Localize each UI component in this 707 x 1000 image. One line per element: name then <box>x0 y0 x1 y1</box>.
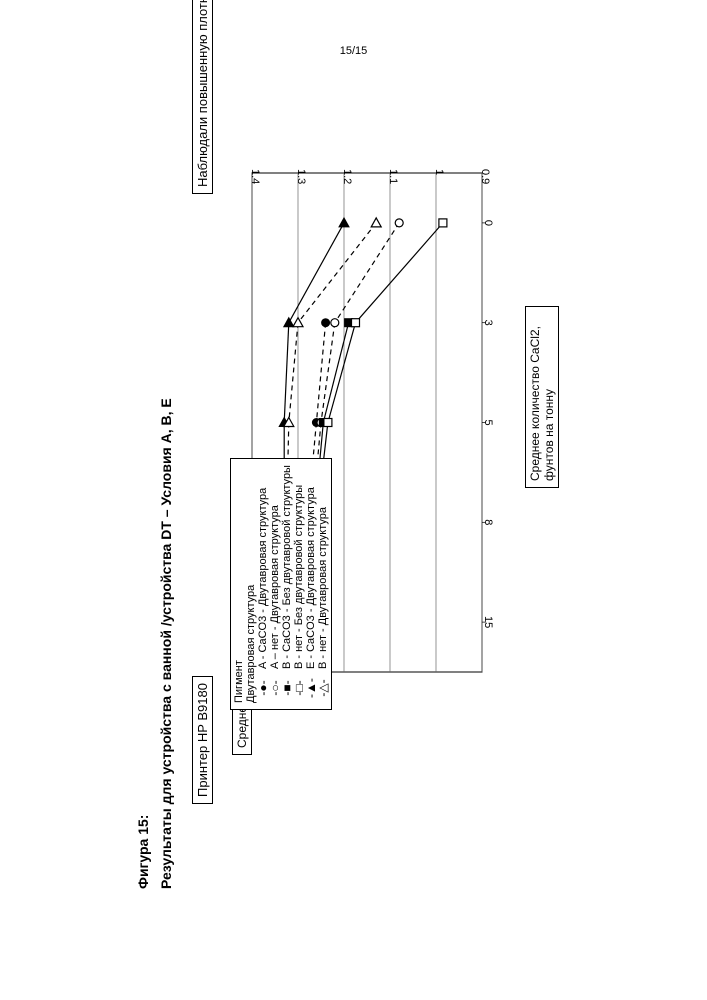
legend-label: E - CaCO3 - Двутавровая структура <box>305 487 317 669</box>
printer-label: Принтер HP B9180 <box>192 676 213 804</box>
printer-box: Принтер HP B9180 <box>192 676 213 804</box>
svg-text:1.1: 1.1 <box>387 169 399 184</box>
svg-text:1: 1 <box>433 169 445 175</box>
legend-row: -○-A – нет - Двутавровая структура <box>269 463 281 705</box>
legend-row: -■-B - CaCO3 - Без двутавровой структуры <box>281 463 293 705</box>
legend-label: B - нет - Без двутавровой структуры <box>293 485 305 669</box>
legend-row: -□-B - нет - Без двутавровой структуры <box>293 463 305 705</box>
legend-label: B - CaCO3 - Без двутавровой структуры <box>281 465 293 669</box>
legend-header: Двутавровая структура <box>245 463 257 705</box>
legend-box: ПигментДвутавровая структура-●-A - CaCO3… <box>230 458 332 710</box>
x-axis-label: Среднее количество CaCl2, фунтов на тонн… <box>525 306 559 488</box>
observation-label: Наблюдали повышенную плотность краски <box>192 0 213 194</box>
observation-box: Наблюдали повышенную плотность краски <box>192 0 213 194</box>
figure-title: Результаты для устройства с ванной /устр… <box>158 398 174 889</box>
x-axis-label-box: Среднее количество CaCl2, фунтов на тонн… <box>525 306 559 488</box>
figure-label: Фигура 15: <box>135 815 151 889</box>
legend-row: -▲-E - CaCO3 - Двутавровая структура <box>305 463 317 705</box>
legend-row: -●-A - CaCO3 - Двутавровая структура <box>257 463 269 705</box>
svg-text:1.3: 1.3 <box>295 169 307 184</box>
svg-text:1.2: 1.2 <box>341 169 353 184</box>
legend-label: A - CaCO3 - Двутавровая структура <box>257 488 269 669</box>
legend-header: Пигмент <box>233 463 245 705</box>
legend-label: A – нет - Двутавровая структура <box>269 505 281 669</box>
svg-text:1.4: 1.4 <box>249 169 261 184</box>
svg-text:0.9: 0.9 <box>479 169 491 184</box>
legend-label: B - нет - Двутавровая структура <box>317 507 329 669</box>
legend-marker-icon: -△- <box>317 673 329 703</box>
legend-row: -△- B - нет - Двутавровая структура <box>317 463 329 705</box>
page-number: 15/15 <box>340 45 368 57</box>
